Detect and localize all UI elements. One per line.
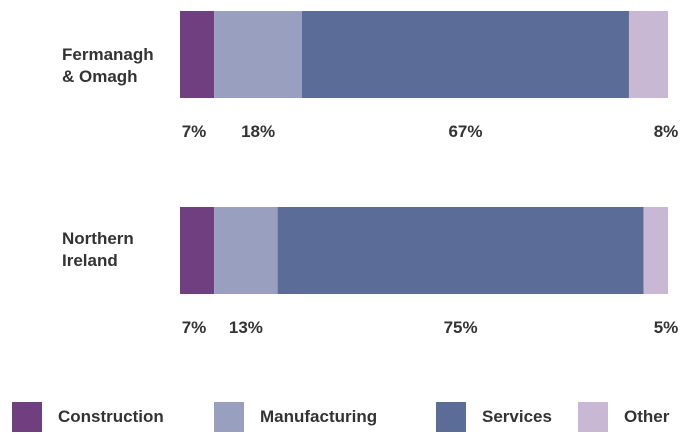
legend-label-services: Services (482, 407, 552, 426)
bar-segment-northern-ireland-manufacturing (214, 207, 278, 294)
bar-segment-fermanagh-omagh-services (302, 11, 629, 98)
legend-label-other: Other (624, 407, 670, 426)
data-label-fermanagh-omagh-construction: 7% (182, 122, 207, 141)
data-label-northern-ireland-construction: 7% (182, 318, 207, 337)
data-label-northern-ireland-services: 75% (444, 318, 478, 337)
data-label-fermanagh-omagh-other: 8% (654, 122, 679, 141)
legend-label-manufacturing: Manufacturing (260, 407, 378, 426)
category-label-fermanagh-omagh: Fermanagh & Omagh (62, 45, 154, 86)
legend-swatch-services (436, 402, 466, 432)
legend-item-construction: Construction (12, 401, 164, 433)
bar-segment-fermanagh-omagh-manufacturing (214, 11, 302, 98)
bar-segment-fermanagh-omagh-other (628, 11, 668, 98)
bar-segment-northern-ireland-construction (180, 207, 215, 294)
legend-item-services: Services (436, 401, 552, 433)
data-label-northern-ireland-other: 5% (654, 318, 679, 337)
legend-swatch-other (578, 402, 608, 432)
legend-swatch-construction (12, 402, 42, 432)
data-label-fermanagh-omagh-services: 67% (448, 122, 482, 141)
legend-label-construction: Construction (58, 407, 164, 426)
category-label-northern-ireland: Northern Ireland (62, 229, 134, 270)
bar-segment-northern-ireland-services (277, 207, 644, 294)
chart-legend: Construction Manufacturing Services Othe… (0, 401, 697, 433)
legend-swatch-manufacturing (214, 402, 244, 432)
bar-segment-fermanagh-omagh-construction (180, 11, 215, 98)
legend-item-other: Other (578, 401, 669, 433)
data-label-fermanagh-omagh-manufacturing: 18% (241, 122, 275, 141)
bar-segment-northern-ireland-other (643, 207, 668, 294)
data-label-northern-ireland-manufacturing: 13% (229, 318, 263, 337)
legend-item-manufacturing: Manufacturing (214, 401, 377, 433)
